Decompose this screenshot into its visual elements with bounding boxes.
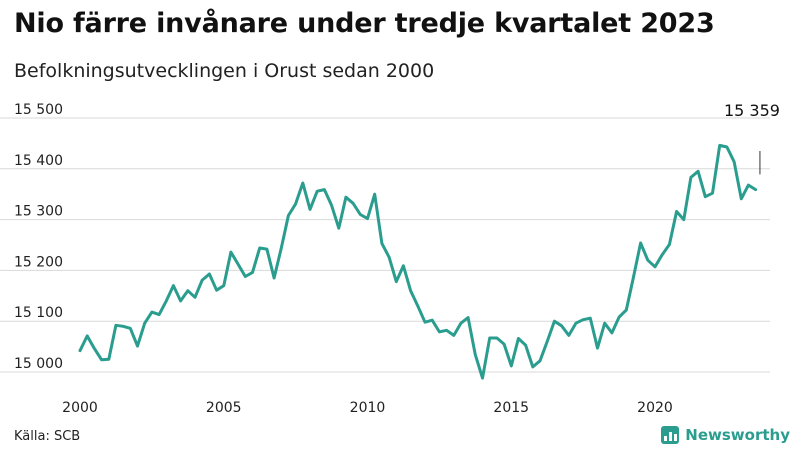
source-note: Källa: SCB [14, 429, 81, 444]
x-tick-label: 2005 [206, 400, 242, 416]
annotation-label: 15 359 [724, 101, 780, 120]
brand-logo: Newsworthy [661, 426, 790, 444]
x-tick-label: 2015 [493, 400, 529, 416]
chart-subtitle: Befolkningsutvecklingen i Orust sedan 20… [14, 60, 435, 82]
y-tick-label: 15 300 [14, 204, 63, 220]
y-tick-label: 15 500 [14, 102, 63, 118]
x-tick-label: 2010 [350, 400, 386, 416]
y-tick-label: 15 200 [14, 254, 63, 270]
chart-title: Nio färre invånare under tredje kvartale… [14, 8, 715, 39]
y-tick-label: 15 400 [14, 153, 63, 169]
y-tick-label: 15 100 [14, 305, 63, 321]
series-line [78, 143, 758, 380]
y-tick-label: 15 000 [14, 356, 63, 372]
x-tick-label: 2000 [62, 400, 98, 416]
brand-name: Newsworthy [685, 426, 790, 444]
bar-chart-icon [661, 426, 680, 444]
x-tick-label: 2020 [637, 400, 673, 416]
